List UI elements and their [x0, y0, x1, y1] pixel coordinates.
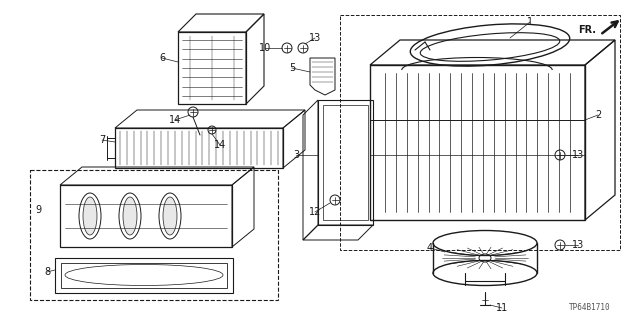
Bar	[30, 170, 278, 300]
Bar	[61, 263, 227, 288]
Text: 6: 6	[159, 53, 165, 63]
Ellipse shape	[123, 197, 137, 235]
Text: 4: 4	[427, 243, 433, 253]
Text: 7: 7	[99, 135, 105, 145]
Bar	[178, 32, 246, 104]
Text: 11: 11	[496, 303, 508, 313]
Text: 10: 10	[259, 43, 271, 53]
Bar	[55, 258, 233, 293]
Text: 1: 1	[527, 17, 533, 27]
Text: 8: 8	[44, 267, 50, 277]
Ellipse shape	[83, 197, 97, 235]
Bar	[370, 65, 585, 220]
Ellipse shape	[420, 33, 560, 61]
Text: 14: 14	[214, 140, 226, 150]
Text: 9: 9	[35, 205, 41, 215]
Bar	[115, 128, 283, 168]
Text: TP64B1710: TP64B1710	[569, 303, 611, 313]
Text: 12: 12	[309, 207, 321, 217]
Ellipse shape	[163, 197, 177, 235]
Text: FR.: FR.	[578, 25, 596, 35]
Bar	[340, 15, 620, 250]
Text: 13: 13	[309, 33, 321, 43]
Text: 13: 13	[572, 150, 584, 160]
Bar	[323, 105, 368, 220]
Text: 13: 13	[572, 240, 584, 250]
Text: 14: 14	[169, 115, 181, 125]
Bar	[318, 100, 373, 225]
Text: 5: 5	[289, 63, 295, 73]
Bar	[60, 185, 232, 247]
Text: 2: 2	[595, 110, 601, 120]
Text: 3: 3	[293, 150, 299, 160]
